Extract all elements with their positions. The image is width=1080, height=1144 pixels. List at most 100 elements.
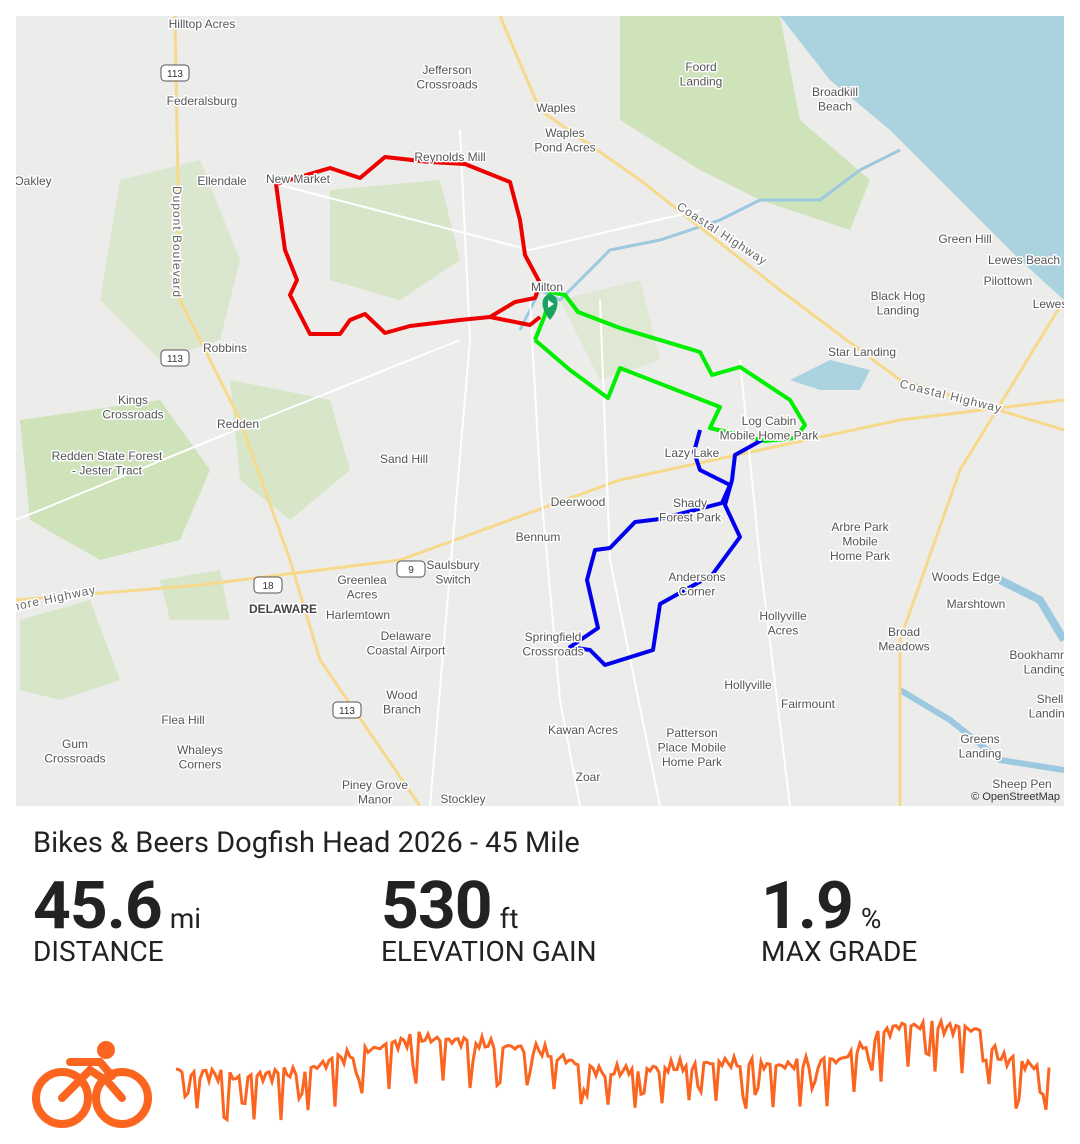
road-shield	[332, 701, 362, 719]
road-shield-label: 113	[167, 69, 183, 80]
place-label: Ellendale	[197, 174, 247, 188]
stat: 1.9% MAX GRADE	[761, 868, 917, 968]
place-label: Whaleys	[177, 743, 223, 757]
place-label: Green Hill	[938, 232, 991, 246]
place-label: Kings	[118, 393, 148, 407]
place-label: Mobile Home Park	[720, 429, 820, 443]
place-label: Patterson	[666, 726, 717, 740]
start-marker	[542, 294, 558, 320]
place-label: Meadows	[878, 640, 929, 654]
place-label: Pilottown	[984, 274, 1033, 288]
place-label: Flea Hill	[161, 713, 204, 727]
place-label: Acres	[768, 624, 799, 638]
road-shield	[160, 64, 190, 82]
place-label: Acres	[347, 588, 378, 602]
stat-label: MAX GRADE	[761, 935, 918, 968]
place-label: Shady	[673, 496, 707, 510]
place-label: Sheep Pen	[992, 777, 1051, 791]
stat-value: 1.9	[761, 868, 854, 945]
place-label: Broad	[888, 625, 920, 639]
place-label: Landing	[1029, 707, 1064, 721]
place-label: Harlemtown	[326, 608, 390, 622]
road-shield-label: 18	[262, 581, 274, 592]
stat: 530 ft ELEVATION GAIN	[381, 868, 597, 968]
place-label: Saulsbury	[426, 558, 479, 572]
road-shield	[253, 576, 283, 594]
place-label: Landing	[877, 304, 920, 318]
stat-value: 45.6	[33, 868, 163, 945]
road-shield-label: 113	[167, 354, 183, 365]
place-label: Crossroads	[44, 752, 105, 766]
footer-graphics	[32, 1016, 1051, 1128]
place-label: Marshtown	[947, 597, 1006, 611]
place-label: Manor	[358, 793, 392, 807]
place-label: Bookhammer	[1009, 648, 1064, 662]
place-label: Place Mobile	[658, 741, 727, 755]
place-label: Redden	[217, 417, 259, 431]
place-label: Home Park	[830, 549, 891, 563]
place-label: Fairmount	[781, 697, 836, 711]
place-label: Beach	[818, 100, 852, 114]
place-label: Andersons	[668, 570, 725, 584]
place-label: Greenlea	[337, 573, 387, 587]
place-label: Lazy Lake	[665, 446, 720, 460]
place-label: Crossroads	[416, 78, 477, 92]
place-label: Coastal Airport	[367, 644, 446, 658]
place-label: Stockley	[440, 792, 485, 806]
stat-unit: %	[860, 902, 882, 935]
stat-unit: mi	[169, 902, 202, 935]
place-label: Hollyville	[759, 609, 807, 623]
place-label: Sand Hill	[380, 452, 428, 466]
road-shield	[160, 349, 190, 367]
place-label: Landing	[959, 747, 1002, 761]
route	[274, 155, 807, 667]
place-label: Wood	[386, 688, 417, 702]
stat: 45.6 mi DISTANCE	[33, 868, 201, 968]
cyclist-icon	[32, 1041, 152, 1128]
map-background	[16, 16, 1064, 806]
place-label: Milton	[531, 280, 563, 294]
place-label: Federalsburg	[167, 94, 238, 108]
place-label: DELAWARE	[249, 602, 317, 616]
place-label: Oakley	[16, 174, 52, 188]
place-label: Landing	[680, 75, 723, 89]
place-label: Bennum	[516, 530, 561, 544]
place-label: Broadkill	[812, 85, 858, 99]
minor-roads	[16, 129, 791, 806]
place-label: Redden State Forest	[52, 449, 163, 463]
place-label: Zoar	[576, 770, 601, 784]
road-shield	[396, 560, 426, 578]
place-label: Log Cabin	[742, 414, 797, 428]
attribution: © OpenStreetMap	[971, 791, 1060, 803]
road-shield-label: 9	[408, 565, 414, 576]
place-label: Hollyville	[724, 678, 772, 692]
place-label: Star Landing	[828, 345, 896, 359]
place-label: Piney Grove	[342, 778, 408, 792]
place-label: Greens	[960, 732, 999, 746]
place-label: Crossroads	[522, 645, 583, 659]
road-shield-label: 113	[339, 706, 355, 717]
road-name: Dupont Boulevard	[170, 186, 184, 298]
place-label: Lewes	[1033, 297, 1064, 311]
route-title: Bikes & Beers Dogfish Head 2026 - 45 Mil…	[33, 826, 580, 860]
place-label: Crossroads	[102, 408, 163, 422]
place-label: Reynolds Mill	[414, 150, 485, 164]
place-label: Shell	[1037, 692, 1064, 706]
place-label: Robbins	[203, 341, 247, 355]
map[interactable]: Hilltop AcresFederalsburgJeffersonCrossr…	[16, 16, 1064, 806]
place-label: Hilltop Acres	[169, 17, 236, 31]
place-label: New Market	[266, 172, 331, 186]
place-label: Waples	[545, 126, 585, 140]
place-label: Forest Park	[659, 511, 722, 525]
place-label: Woods Edge	[932, 570, 1001, 584]
stat-label: ELEVATION GAIN	[381, 935, 597, 968]
major-roads	[16, 16, 1064, 806]
place-label: Gum	[62, 737, 88, 751]
place-label: Black Hog	[871, 289, 926, 303]
place-label: - Jester Tract	[72, 464, 143, 478]
place-label: Deerwood	[551, 495, 606, 509]
stat-label: DISTANCE	[33, 935, 164, 968]
place-label: Delaware	[381, 629, 432, 643]
place-label: Corner	[679, 585, 716, 599]
